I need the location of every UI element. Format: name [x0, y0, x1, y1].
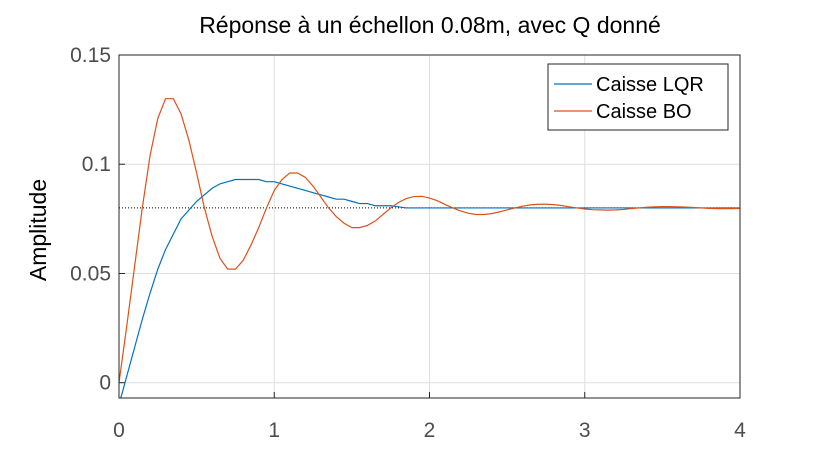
y-tick-label: 0.05 [70, 262, 111, 285]
series-line [119, 98, 740, 383]
legend-box [547, 63, 729, 131]
chart-title: Réponse à un échellon 0.08m, avec Q donn… [199, 12, 661, 38]
y-tick-label: 0.15 [70, 44, 111, 67]
axes-box [118, 54, 741, 399]
x-axis-label: Time (seconds) [350, 449, 508, 453]
legend-label: Caisse BO [596, 101, 692, 123]
legend-label: Caisse LQR [596, 74, 704, 96]
x-tick-label: 4 [734, 419, 746, 442]
x-tick-label: 3 [579, 419, 591, 442]
x-tick-label: 2 [424, 419, 436, 442]
plot-area [119, 98, 740, 398]
x-tick-label: 0 [113, 419, 125, 442]
y-tick-label: 0.1 [82, 153, 111, 176]
y-tick-label: 0 [99, 372, 111, 395]
legend: Caisse LQR Caisse BO [547, 63, 729, 131]
x-tick-label: 1 [268, 419, 280, 442]
y-axis-label: Amplitude [25, 179, 51, 281]
